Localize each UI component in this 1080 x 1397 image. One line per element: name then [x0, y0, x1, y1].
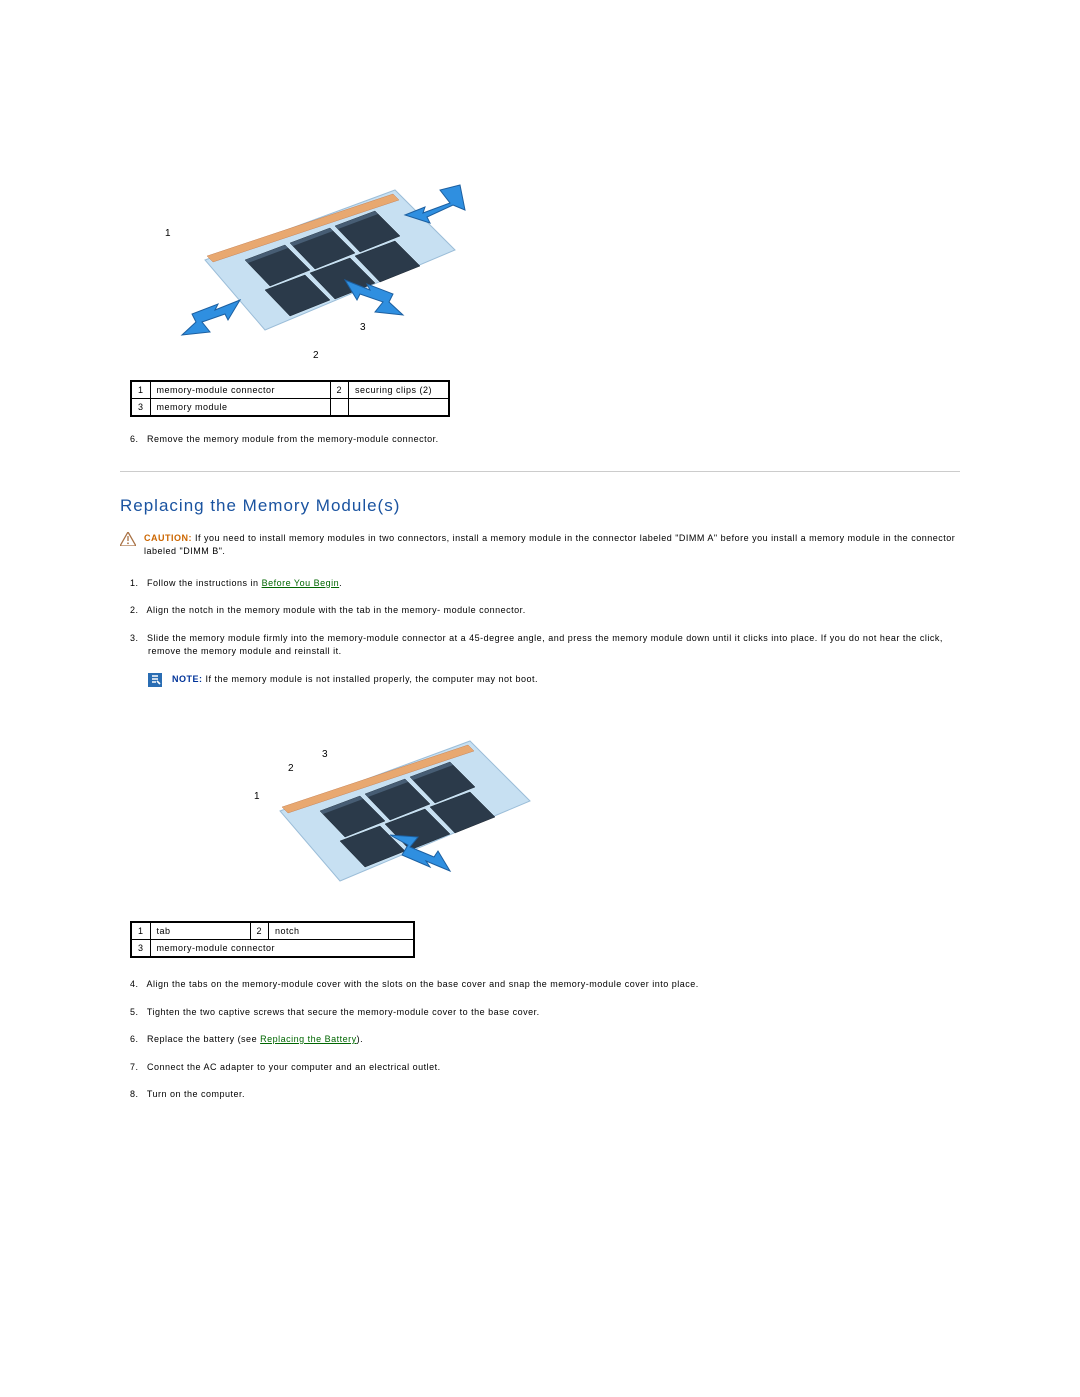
step-text: Slide the memory module firmly into the … — [147, 633, 943, 657]
step-5: 5. Tighten the two captive screws that s… — [130, 1006, 960, 1020]
callout-2: 2 — [313, 350, 319, 361]
table-row: 1 memory-module connector 2 securing cli… — [131, 381, 449, 399]
step-7: 7. Connect the AC adapter to your comput… — [130, 1061, 960, 1075]
cell-num: 3 — [131, 399, 150, 417]
note-body: If the memory module is not installed pr… — [206, 674, 538, 684]
step-number: 2. — [130, 604, 144, 618]
cell-desc: memory module — [150, 399, 330, 417]
callout-1: 1 — [254, 791, 260, 802]
callout-3: 3 — [360, 322, 366, 333]
caution-icon — [120, 532, 138, 551]
parts-table-2: 1 tab 2 notch 3 memory-module connector — [130, 921, 415, 958]
step-number: 8. — [130, 1088, 144, 1102]
link-before-you-begin[interactable]: Before You Begin — [262, 578, 340, 588]
step-text-pre: Follow the instructions in — [147, 578, 262, 588]
caution-text: CAUTION: If you need to install memory m… — [144, 532, 960, 559]
note-text: NOTE: If the memory module is not instal… — [172, 673, 538, 687]
step-4: 4. Align the tabs on the memory-module c… — [130, 978, 960, 992]
step-text-post: ). — [357, 1034, 364, 1044]
cell-num: 2 — [330, 381, 349, 399]
step-number: 1. — [130, 577, 144, 591]
step-2: 2. Align the notch in the memory module … — [130, 604, 960, 618]
step-number: 5. — [130, 1006, 144, 1020]
diagram-install-module: 1 2 3 — [250, 721, 570, 911]
cell-desc: memory-module connector — [150, 940, 414, 958]
section-divider — [120, 471, 960, 472]
cell-desc: tab — [150, 922, 250, 940]
cell-desc: memory-module connector — [150, 381, 330, 399]
caution-lead: CAUTION: — [144, 533, 195, 543]
step-number: 4. — [130, 978, 144, 992]
diagram-remove-module: 1 2 3 — [165, 180, 485, 370]
parts-table-1: 1 memory-module connector 2 securing cli… — [130, 380, 450, 417]
step-6: 6. Replace the battery (see Replacing th… — [130, 1033, 960, 1047]
step-text: Turn on the computer. — [147, 1089, 245, 1099]
caution-block: CAUTION: If you need to install memory m… — [120, 532, 960, 559]
note-lead: NOTE: — [172, 674, 206, 684]
step-number: 7. — [130, 1061, 144, 1075]
table-row: 3 memory module — [131, 399, 449, 417]
caution-body: If you need to install memory modules in… — [144, 533, 955, 557]
steps-list-a: 1. Follow the instructions in Before You… — [130, 577, 960, 659]
step-text-pre: Replace the battery (see — [147, 1034, 260, 1044]
step-6-remove: 6. Remove the memory module from the mem… — [130, 433, 960, 447]
step-8: 8. Turn on the computer. — [130, 1088, 960, 1102]
cell-num: 1 — [131, 922, 150, 940]
step-1: 1. Follow the instructions in Before You… — [130, 577, 960, 591]
step-3: 3. Slide the memory module firmly into t… — [130, 632, 960, 659]
link-replacing-battery[interactable]: Replacing the Battery — [260, 1034, 357, 1044]
table-row: 3 memory-module connector — [131, 940, 414, 958]
section-title: Replacing the Memory Module(s) — [120, 496, 960, 516]
cell-num: 2 — [250, 922, 269, 940]
note-block: NOTE: If the memory module is not instal… — [148, 673, 960, 692]
note-icon — [148, 673, 166, 692]
step-text: Remove the memory module from the memory… — [147, 434, 439, 444]
step-number: 6. — [130, 433, 144, 447]
step-text: Align the tabs on the memory-module cove… — [147, 979, 699, 989]
callout-3: 3 — [322, 749, 328, 760]
cell-empty — [330, 399, 349, 417]
cell-num: 3 — [131, 940, 150, 958]
step-number: 6. — [130, 1033, 144, 1047]
step-text: Connect the AC adapter to your computer … — [147, 1062, 441, 1072]
step-number: 3. — [130, 632, 144, 646]
page-content: 1 2 3 1 memory-module connector 2 securi… — [0, 0, 1080, 1296]
cell-num: 1 — [131, 381, 150, 399]
table-row: 1 tab 2 notch — [131, 922, 414, 940]
cell-desc: securing clips (2) — [349, 381, 449, 399]
cell-desc: notch — [269, 922, 414, 940]
step-text: Align the notch in the memory module wit… — [147, 605, 526, 615]
cell-empty — [349, 399, 449, 417]
step-text-post: . — [339, 578, 342, 588]
memory-module-svg-2 — [250, 721, 570, 911]
callout-1: 1 — [165, 228, 171, 239]
callout-2: 2 — [288, 763, 294, 774]
steps-list-b: 4. Align the tabs on the memory-module c… — [130, 978, 960, 1102]
memory-module-svg-1 — [165, 180, 485, 370]
step-text: Tighten the two captive screws that secu… — [147, 1007, 540, 1017]
